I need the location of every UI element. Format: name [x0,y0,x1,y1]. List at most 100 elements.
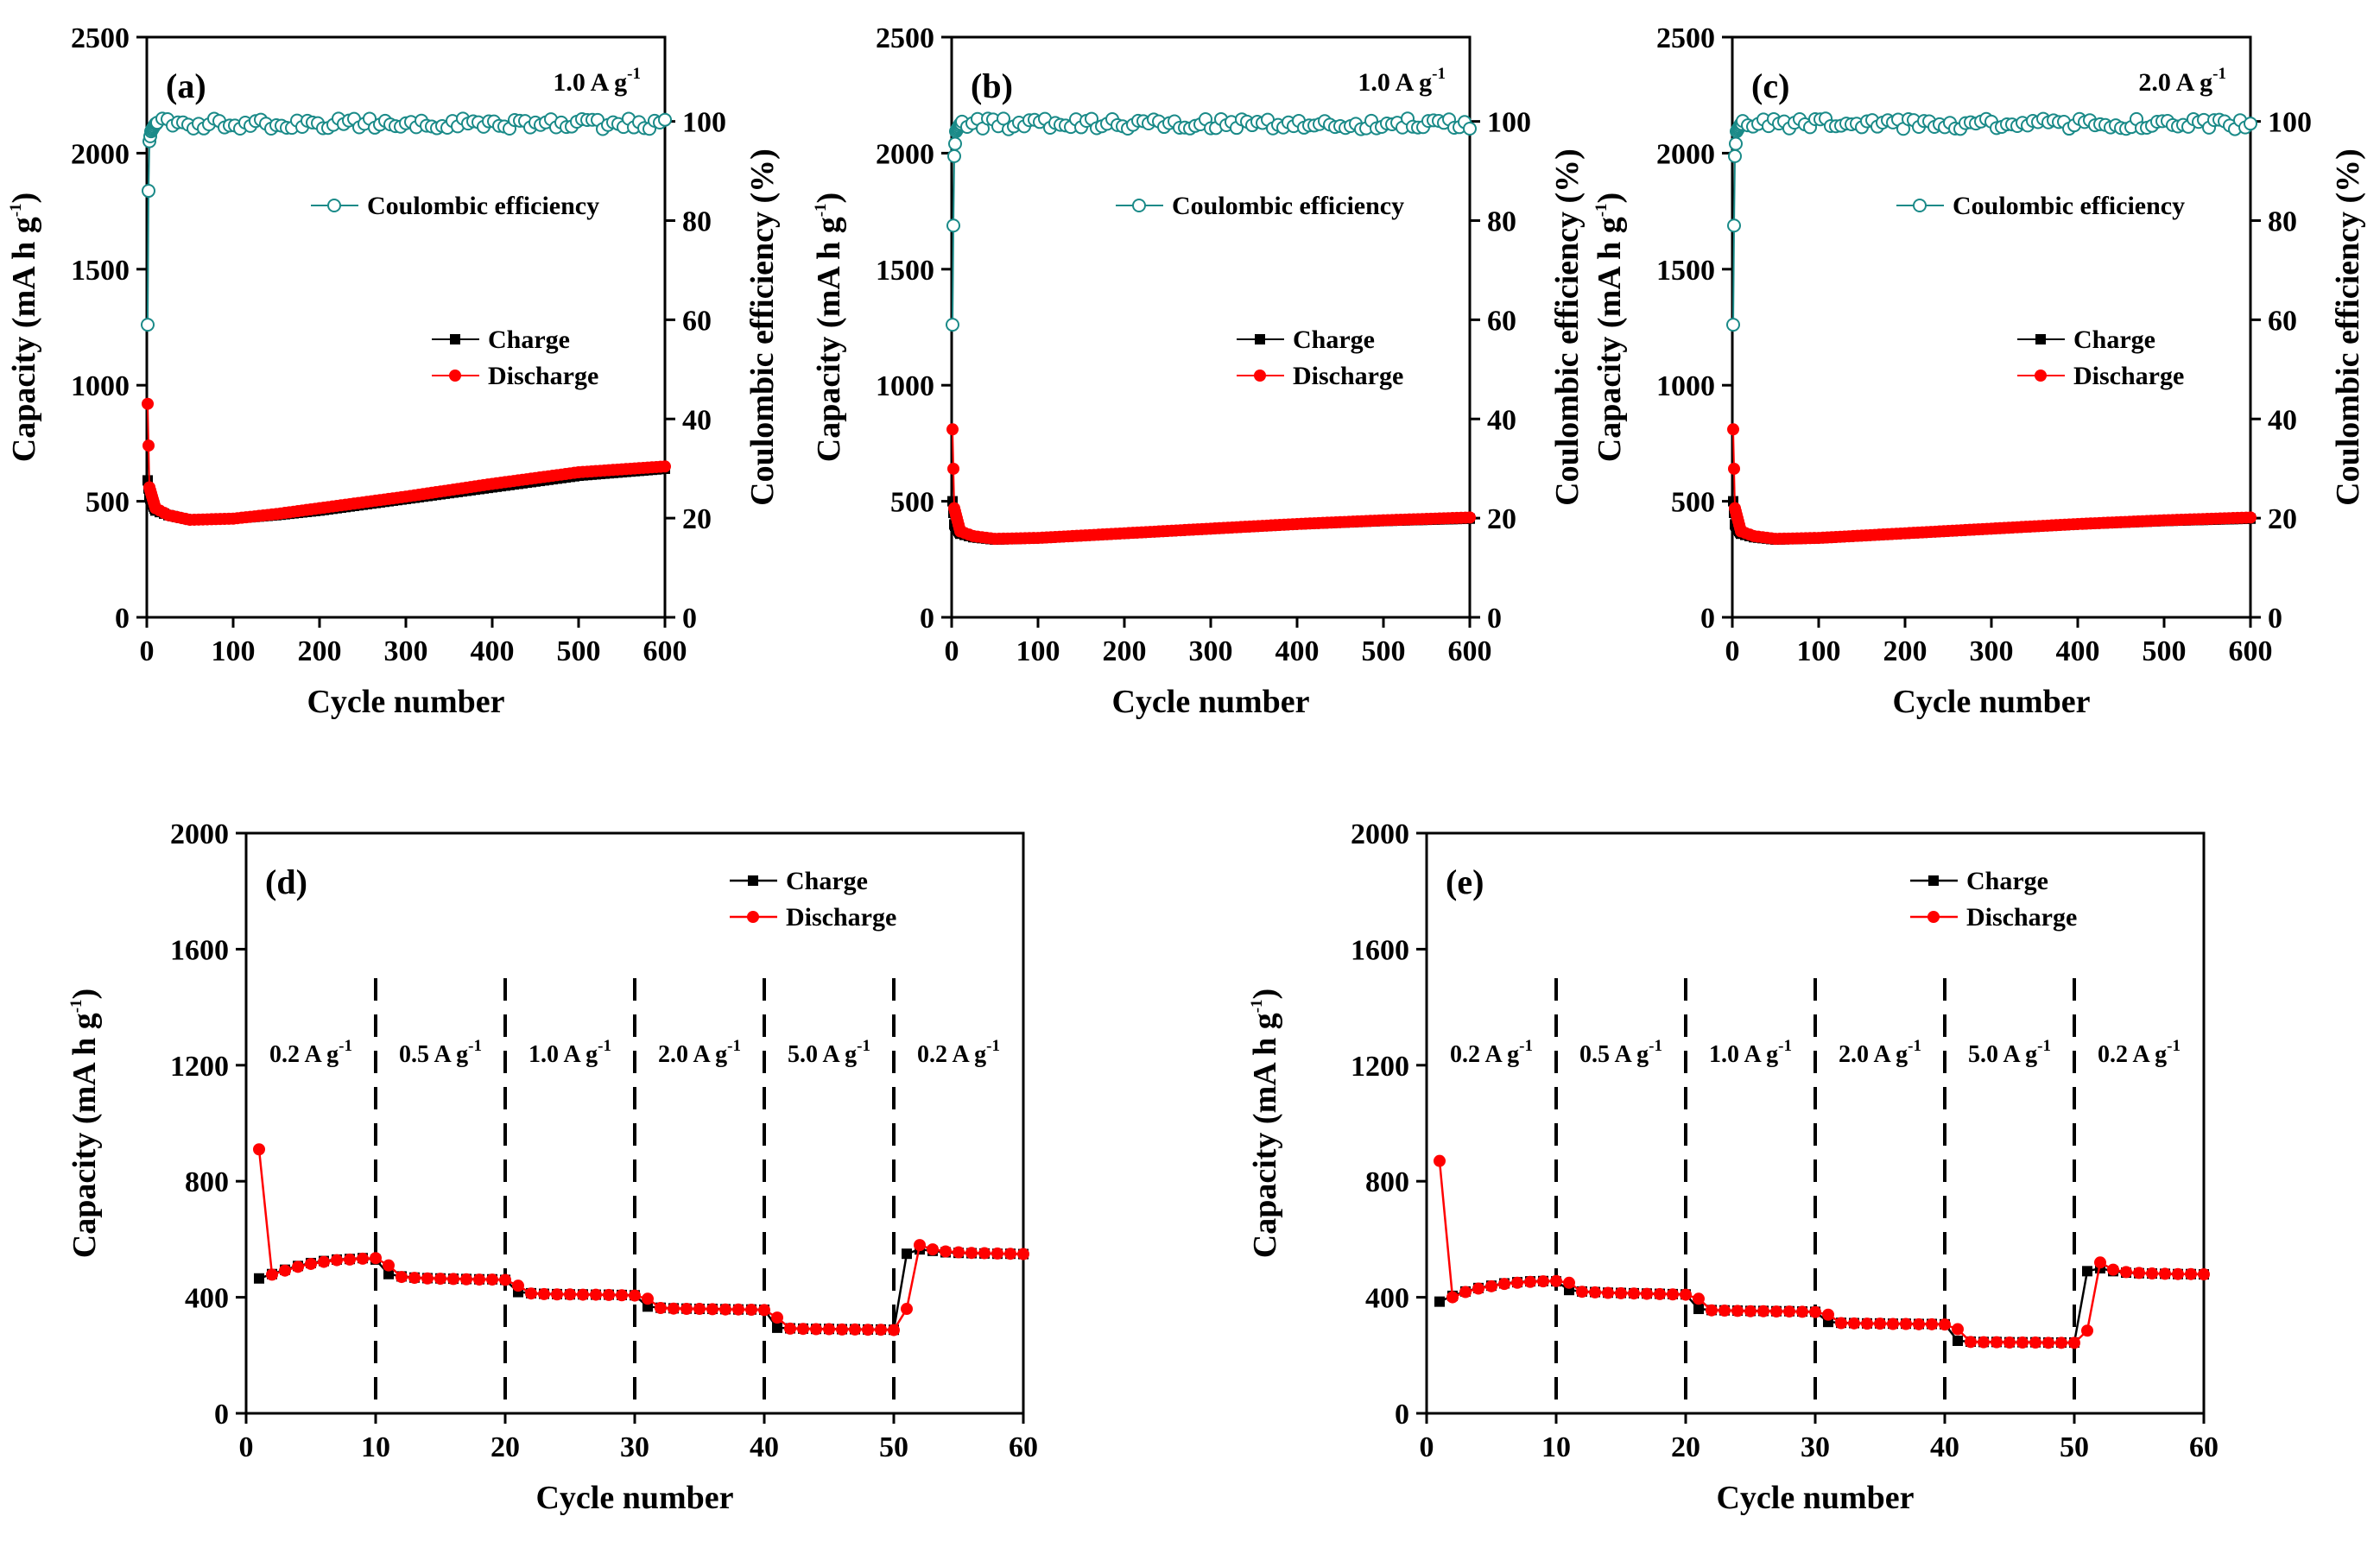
discharge-point [1550,1274,1562,1287]
y-tick-label: 1200 [170,1051,229,1083]
discharge-point [668,1302,680,1315]
discharge-point [1641,1287,1653,1300]
discharge-point [142,397,154,410]
discharge-point [142,439,155,452]
discharge-point [1861,1317,1873,1330]
series-discharge [946,423,1476,546]
rate-label-sup: -1 [339,1037,352,1055]
discharge-point [2172,1267,2184,1280]
y-tick-label: 1500 [876,255,934,287]
coulombic-efficiency-point [142,184,155,199]
rate-label: 0.2 A g-1 [2098,1037,2181,1068]
y-axis-label-main: Capacity (mA h g [6,217,42,462]
coulombic-efficiency-point [1729,136,1743,151]
discharge-point [305,1257,317,1270]
legend: Coulombic efficiency Charge Discharge [1896,192,2185,390]
rate-label-text: 0.5 A g [1579,1041,1649,1068]
discharge-point [331,1254,343,1267]
legend-ce-label: Coulombic efficiency [367,192,599,220]
x-tick-label: 200 [298,635,342,667]
discharge-point [1434,1154,1446,1167]
coulombic-efficiency-point [946,318,959,332]
y2-tick-label: 20 [1487,503,1516,535]
discharge-point [914,1239,926,1252]
y-axis-label-sup: -1 [67,999,85,1013]
y2-tick-label: 20 [682,503,712,535]
discharge-point [473,1273,485,1286]
y-tick-label: 2000 [170,818,229,850]
discharge-point [447,1273,459,1286]
rate-label: 5.0 A g-1 [788,1037,870,1068]
discharge-point [2185,1267,2197,1280]
discharge-point [1485,1279,1497,1292]
y2-tick-label: 20 [2268,503,2297,535]
charge-point [1434,1296,1445,1307]
discharge-point [2133,1267,2145,1279]
rate-label-sup: -1 [1519,1037,1533,1055]
y2-tick-label: 60 [1487,305,1516,337]
charge-point [383,1268,394,1279]
x-tick-label: 0 [1420,1431,1434,1463]
x-tick-label: 30 [1801,1431,1830,1463]
y-tick-label: 500 [85,487,130,519]
y-tick-label: 1000 [876,370,934,402]
discharge-point [2107,1263,2119,1276]
discharge-point [1017,1248,1029,1261]
discharge-point [849,1323,861,1336]
rate-label-sup: -1 [727,1037,741,1055]
x-tick-label: 10 [361,1431,390,1463]
charge-point [254,1273,264,1284]
y-tick-label: 2000 [876,138,934,170]
y-axis-label: Capacity (mA h g-1) [811,193,847,462]
legend-discharge-label: Discharge [1966,903,2077,932]
discharge-point [655,1302,667,1315]
coulombic-efficiency-point [1727,218,1741,233]
discharge-point [823,1323,835,1336]
discharge-point [862,1324,874,1336]
x-tick-label: 60 [1009,1431,1038,1463]
discharge-point [1757,1305,1769,1317]
discharge-point [810,1323,822,1336]
coulombic-efficiency-point [2244,117,2257,131]
discharge-point [2120,1266,2132,1279]
y-tick-label: 1500 [71,255,130,287]
discharge-point [2244,511,2257,524]
discharge-point [1727,423,1739,436]
series-discharge [253,1143,1029,1336]
x-axis-label: Cycle number [535,1480,733,1516]
x-tick-label: 300 [1970,635,2014,667]
legend-charge-label: Charge [2073,325,2155,354]
coulombic-efficiency-point [1728,148,1742,163]
discharge-point [784,1322,796,1335]
x-axis-label: Cycle number [1892,684,2090,720]
x-tick-label: 600 [2229,635,2273,667]
discharge-point [1498,1278,1510,1291]
y-tick-label: 0 [920,603,934,635]
rate-label-sup: -1 [857,1037,870,1055]
legend-discharge-marker [1254,370,1266,382]
y-axis-label-sup: -1 [1592,203,1611,217]
discharge-point [2029,1336,2041,1349]
discharge-point [1693,1292,1705,1305]
discharge-point [2159,1267,2171,1280]
y-tick-label: 2500 [876,22,934,54]
legend-charge-marker [450,334,460,344]
rate-label-text: 5.0 A g [1968,1041,2037,1068]
current-density-sup: -1 [627,65,641,83]
y-axis-label: Capacity (mA h g-1) [1592,193,1628,462]
discharge-point [946,423,959,436]
legend-discharge-marker [1927,911,1940,923]
y2-axis-label-text: Coulombic efficiency (%) [1549,148,1586,506]
y-tick-label: 0 [214,1399,229,1431]
rate-label-sup: -1 [986,1037,1000,1055]
discharge-point [460,1273,472,1286]
discharge-point [1731,1305,1744,1317]
discharge-point [1728,462,1740,475]
panel-e: 0 10 20 30 40 50 60 0 400 800 1200 1600 2000 Cycle nu… [1247,818,2219,1516]
discharge-point [1913,1317,1925,1330]
discharge-point [719,1303,731,1316]
y-axis-label: Capacity (mA h g-1) [6,193,42,462]
discharge-point [953,1246,965,1259]
series-coulombic-efficiency [141,111,672,332]
y2-tick-label: 40 [1487,404,1516,436]
